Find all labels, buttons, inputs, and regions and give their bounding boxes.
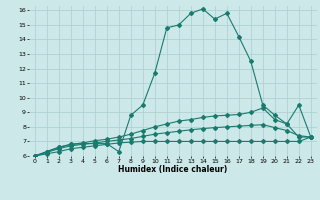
X-axis label: Humidex (Indice chaleur): Humidex (Indice chaleur): [118, 165, 228, 174]
